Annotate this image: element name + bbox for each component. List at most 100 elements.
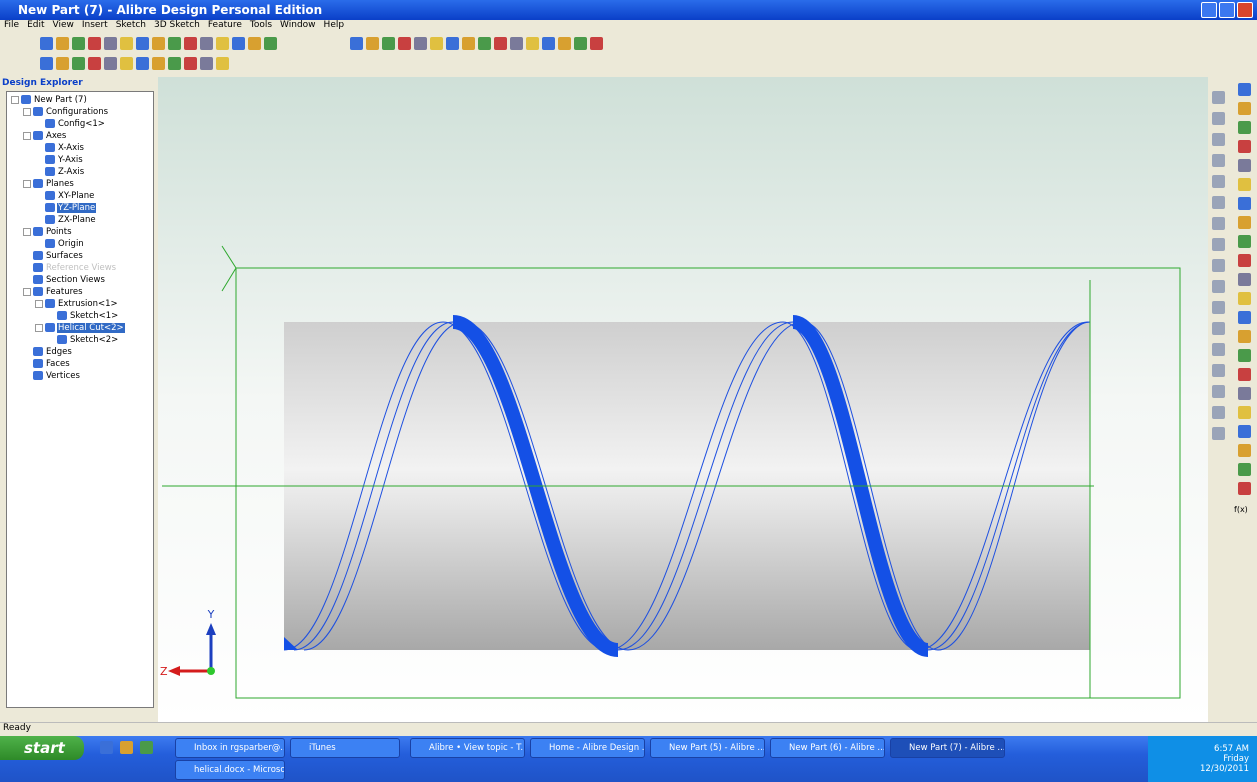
toolbar-button[interactable] (152, 37, 165, 50)
quick-launch[interactable] (120, 741, 133, 754)
tree-item[interactable]: Vertices (23, 370, 81, 382)
tree-expander[interactable] (11, 96, 19, 104)
toolbar-button[interactable] (56, 37, 69, 50)
toolbar-button[interactable] (1212, 385, 1225, 398)
toolbar-button[interactable] (1238, 406, 1251, 419)
toolbar-button[interactable] (1212, 280, 1225, 293)
taskbar-task[interactable]: New Part (7) - Alibre ... (890, 738, 1005, 758)
function-button[interactable]: f(x) (1234, 505, 1248, 514)
toolbar-button[interactable] (398, 37, 411, 50)
toolbar-button[interactable] (350, 37, 363, 50)
menu-item[interactable]: Help (324, 20, 345, 33)
tree-item[interactable]: Origin (35, 238, 85, 250)
toolbar-button[interactable] (152, 57, 165, 70)
toolbar-button[interactable] (1238, 349, 1251, 362)
toolbar-button[interactable] (104, 57, 117, 70)
tree-item[interactable]: Extrusion<1> (35, 298, 119, 310)
toolbar-button[interactable] (430, 37, 443, 50)
menu-item[interactable]: Sketch (116, 20, 146, 33)
tree-item[interactable]: XY-Plane (35, 190, 95, 202)
tree-item[interactable]: ZX-Plane (35, 214, 97, 226)
tree-item[interactable]: Sketch<2> (47, 334, 119, 346)
toolbar-button[interactable] (1212, 154, 1225, 167)
menu-item[interactable]: File (4, 20, 19, 33)
toolbar-button[interactable] (1238, 482, 1251, 495)
toolbar-button[interactable] (1238, 463, 1251, 476)
toolbar-button[interactable] (120, 57, 133, 70)
toolbar-button[interactable] (104, 37, 117, 50)
toolbar-button[interactable] (72, 37, 85, 50)
tree-item[interactable]: Sketch<1> (47, 310, 119, 322)
tree-item[interactable]: X-Axis (35, 142, 85, 154)
toolbar-button[interactable] (1212, 196, 1225, 209)
toolbar-button[interactable] (120, 37, 133, 50)
toolbar-button[interactable] (88, 37, 101, 50)
toolbar-button[interactable] (1212, 259, 1225, 272)
toolbar-button[interactable] (526, 37, 539, 50)
toolbar-button[interactable] (366, 37, 379, 50)
maximize-button[interactable] (1219, 2, 1235, 18)
toolbar-button[interactable] (216, 37, 229, 50)
tree-item[interactable]: Y-Axis (35, 154, 84, 166)
toolbar-button[interactable] (1238, 254, 1251, 267)
tree-item[interactable]: New Part (7) (11, 94, 88, 106)
tree-expander[interactable] (23, 288, 31, 296)
toolbar-button[interactable] (216, 57, 229, 70)
toolbar-button[interactable] (200, 37, 213, 50)
toolbar-button[interactable] (88, 57, 101, 70)
toolbar-button[interactable] (264, 37, 277, 50)
toolbar-button[interactable] (40, 37, 53, 50)
toolbar-button[interactable] (574, 37, 587, 50)
tree-item[interactable]: Axes (23, 130, 67, 142)
tree-expander[interactable] (23, 180, 31, 188)
close-button[interactable] (1237, 2, 1253, 18)
taskbar-task[interactable]: New Part (5) - Alibre ... (650, 738, 765, 758)
tree-expander[interactable] (23, 132, 31, 140)
tree-item[interactable]: Points (23, 226, 73, 238)
toolbar-button[interactable] (1238, 197, 1251, 210)
toolbar-button[interactable] (136, 57, 149, 70)
toolbar-button[interactable] (1238, 140, 1251, 153)
tree-expander[interactable] (35, 300, 43, 308)
toolbar-button[interactable] (1212, 175, 1225, 188)
toolbar-button[interactable] (1212, 406, 1225, 419)
toolbar-button[interactable] (382, 37, 395, 50)
tree-item[interactable]: YZ-Plane (35, 202, 96, 214)
toolbar-button[interactable] (1212, 364, 1225, 377)
toolbar-button[interactable] (1238, 83, 1251, 96)
menu-item[interactable]: Insert (82, 20, 108, 33)
toolbar-button[interactable] (1238, 216, 1251, 229)
toolbar-button[interactable] (1238, 311, 1251, 324)
toolbar-button[interactable] (232, 37, 245, 50)
menu-item[interactable]: View (53, 20, 74, 33)
toolbar-button[interactable] (510, 37, 523, 50)
toolbar-button[interactable] (590, 37, 603, 50)
tree-item[interactable]: Configurations (23, 106, 109, 118)
toolbar-button[interactable] (168, 37, 181, 50)
toolbar-button[interactable] (478, 37, 491, 50)
toolbar-button[interactable] (558, 37, 571, 50)
toolbar-button[interactable] (1238, 425, 1251, 438)
toolbar-button[interactable] (542, 37, 555, 50)
tree-expander[interactable] (23, 108, 31, 116)
toolbar-button[interactable] (1212, 427, 1225, 440)
start-button[interactable]: start (0, 736, 84, 760)
tree-item[interactable]: Edges (23, 346, 73, 358)
toolbar-button[interactable] (1212, 238, 1225, 251)
toolbar-button[interactable] (494, 37, 507, 50)
toolbar-button[interactable] (1212, 343, 1225, 356)
toolbar-button[interactable] (56, 57, 69, 70)
toolbar-button[interactable] (1212, 301, 1225, 314)
tree-item[interactable]: Faces (23, 358, 71, 370)
toolbar-button[interactable] (1238, 292, 1251, 305)
toolbar-button[interactable] (1238, 330, 1251, 343)
toolbar-button[interactable] (1238, 235, 1251, 248)
taskbar-task[interactable]: New Part (6) - Alibre ... (770, 738, 885, 758)
tree-item[interactable]: Section Views (23, 274, 106, 286)
tree-item[interactable]: Config<1> (35, 118, 106, 130)
taskbar-task[interactable]: Inbox in rgsparber@... (175, 738, 285, 758)
toolbar-button[interactable] (1238, 444, 1251, 457)
toolbar-button[interactable] (446, 37, 459, 50)
toolbar-button[interactable] (1212, 217, 1225, 230)
toolbar-button[interactable] (72, 57, 85, 70)
